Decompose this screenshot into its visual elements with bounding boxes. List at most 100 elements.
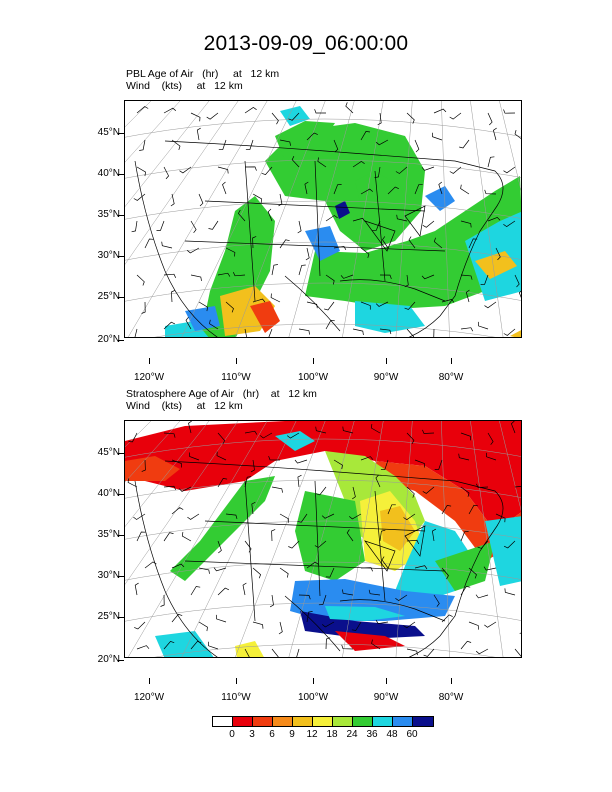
wind-barb xyxy=(179,166,192,174)
wind-barb xyxy=(139,139,146,151)
west-coast xyxy=(134,160,218,337)
age-contour-fill xyxy=(435,541,495,591)
lon-label: 120°W xyxy=(133,692,165,703)
wind-barb xyxy=(449,112,462,120)
wind-barb xyxy=(232,272,246,277)
meridian-line xyxy=(125,421,181,483)
map1-svg xyxy=(125,101,521,337)
wind-barb xyxy=(514,274,520,288)
meridian-line xyxy=(288,421,355,657)
wind-barb xyxy=(441,614,453,623)
wind-barb xyxy=(296,648,300,657)
wind-barb xyxy=(136,274,145,286)
latitude-line xyxy=(153,323,496,337)
wind-barbs xyxy=(131,102,521,337)
age-contour-fill xyxy=(325,606,405,621)
lat-label: 20°N xyxy=(97,654,120,665)
wind-barb xyxy=(325,567,335,578)
wind-barb xyxy=(163,321,176,330)
age-contour-fill xyxy=(425,186,455,211)
lon-tick xyxy=(236,358,237,364)
wind-barb xyxy=(360,301,371,310)
wind-barb xyxy=(360,188,374,195)
wind-barb xyxy=(144,561,157,569)
wind-barb xyxy=(314,109,326,114)
wind-barb xyxy=(406,112,415,124)
wind-barb xyxy=(460,531,469,542)
wind-barb xyxy=(433,108,447,114)
meridian-line xyxy=(342,421,384,657)
wind-barb xyxy=(395,594,408,602)
wind-barb xyxy=(171,459,182,468)
wind-barb xyxy=(432,132,443,141)
wind-barb xyxy=(333,184,342,195)
lon-label: 90°W xyxy=(373,692,399,703)
graticule xyxy=(125,421,521,657)
latitude-line xyxy=(125,200,521,220)
wind-barb xyxy=(345,102,354,114)
latitude-line xyxy=(125,520,521,540)
lon-tick xyxy=(149,358,150,364)
wind-barb xyxy=(438,181,443,195)
age-contour-fill xyxy=(155,631,214,657)
wind-barb xyxy=(375,474,381,488)
wind-barb xyxy=(213,567,227,572)
wind-barb xyxy=(346,529,354,542)
wind-barb xyxy=(291,155,300,168)
wind-barb xyxy=(271,529,276,542)
wind-barb xyxy=(387,186,399,195)
gulf-coast xyxy=(284,275,446,332)
wind-barb xyxy=(217,166,229,174)
wind-barb xyxy=(468,621,479,630)
wind-barb xyxy=(475,648,489,655)
meridian-line xyxy=(125,101,210,207)
wind-barb xyxy=(468,567,477,579)
lat-label: 25°N xyxy=(97,291,120,302)
wind-barb xyxy=(163,107,177,114)
wind-barb xyxy=(306,561,319,569)
wind-barb xyxy=(371,639,381,650)
lon-tick xyxy=(313,678,314,684)
wind-barb xyxy=(206,112,219,120)
meridian-line xyxy=(125,101,152,128)
wind-barb xyxy=(325,215,338,222)
wind-barb xyxy=(503,220,516,228)
wind-barb xyxy=(278,621,283,635)
wind-barb xyxy=(477,540,489,549)
lat-tick xyxy=(118,535,124,536)
wind-barb xyxy=(387,504,396,515)
lon-label: 100°W xyxy=(297,372,329,383)
age-contour-fill xyxy=(125,421,521,531)
wind-barb xyxy=(432,528,437,542)
wind-barb xyxy=(372,220,381,231)
colorbar-swatch xyxy=(413,717,433,726)
wind-barb xyxy=(382,236,389,249)
colorbar-label: 0 xyxy=(229,729,235,740)
wind-barb xyxy=(321,621,335,628)
meridian-line xyxy=(181,101,297,337)
wind-barb xyxy=(225,247,236,257)
wind-barb xyxy=(244,106,257,114)
wind-barb xyxy=(245,139,254,151)
coastline-borders xyxy=(134,140,504,337)
wind-barb xyxy=(485,452,497,461)
wind-barb xyxy=(403,513,416,521)
wind-barb xyxy=(480,274,489,285)
wind-barb xyxy=(170,193,175,207)
wind-barb xyxy=(190,220,197,234)
wind-barb xyxy=(198,621,208,632)
wind-barb xyxy=(163,166,170,180)
age-contour-fill xyxy=(295,491,365,581)
wind-barb xyxy=(134,582,139,596)
wind-barb xyxy=(222,181,227,195)
meridian-line xyxy=(288,101,355,337)
meridian-line xyxy=(499,421,521,512)
lon-label: 120°W xyxy=(133,372,165,383)
wind-barb xyxy=(333,139,339,153)
wind-barb xyxy=(306,132,318,141)
wind-barb xyxy=(251,501,256,515)
wind-barb xyxy=(286,432,300,439)
wind-barb xyxy=(414,459,425,468)
wind-barb xyxy=(379,529,386,542)
lat-tick xyxy=(118,174,124,175)
